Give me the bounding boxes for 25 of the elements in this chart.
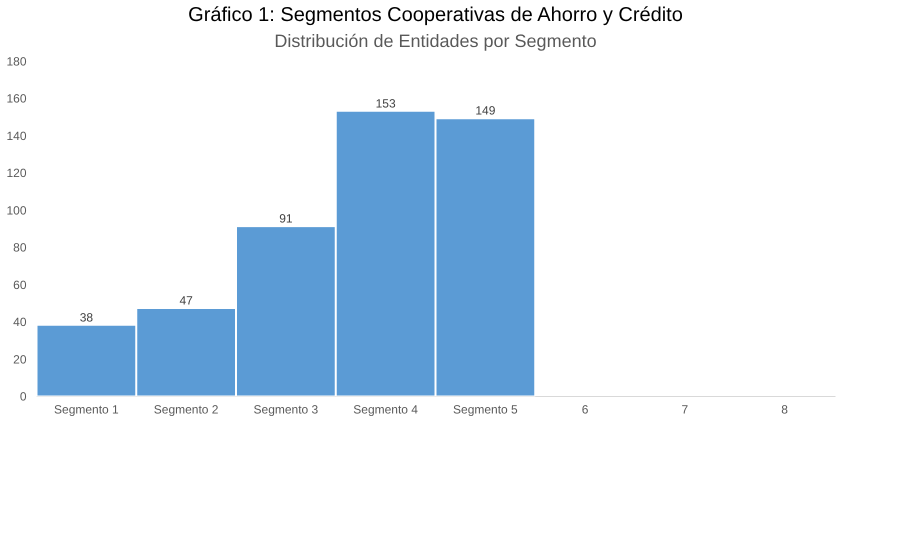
y-tick-label: 20 — [13, 352, 27, 366]
data-label: 47 — [179, 294, 194, 308]
y-tick-label: 40 — [13, 315, 27, 330]
chart-subtitle: Distribución de Entidades por Segmento — [274, 31, 597, 51]
data-label: 38 — [80, 310, 94, 324]
x-tick-label: Segmento 3 — [254, 402, 319, 416]
x-tick-label: 7 — [682, 402, 689, 416]
x-tick-label: Segmento 5 — [453, 402, 518, 416]
x-tick-label: Segmento 2 — [154, 402, 219, 416]
x-tick-label: 8 — [781, 402, 788, 416]
data-label: 153 — [376, 96, 396, 110]
x-tick-label: Segmento 1 — [54, 402, 120, 416]
y-tick-label: 80 — [13, 240, 27, 255]
x-tick-label: 6 — [582, 402, 589, 416]
y-tick-label: 180 — [6, 54, 27, 68]
y-tick-label: 0 — [20, 390, 27, 404]
y-tick-label: 120 — [6, 166, 27, 180]
y-tick-label: 60 — [13, 278, 27, 292]
y-tick-label: 100 — [6, 203, 27, 218]
chart-title: Gráfico 1: Segmentos Cooperativas de Ahorro y Crédito — [188, 4, 683, 26]
y-tick-label: 140 — [6, 128, 27, 143]
x-tick-label: Segmento 4 — [353, 402, 418, 416]
data-label: 91 — [279, 212, 293, 226]
data-label: 149 — [475, 104, 496, 118]
y-tick-label: 160 — [6, 92, 27, 106]
